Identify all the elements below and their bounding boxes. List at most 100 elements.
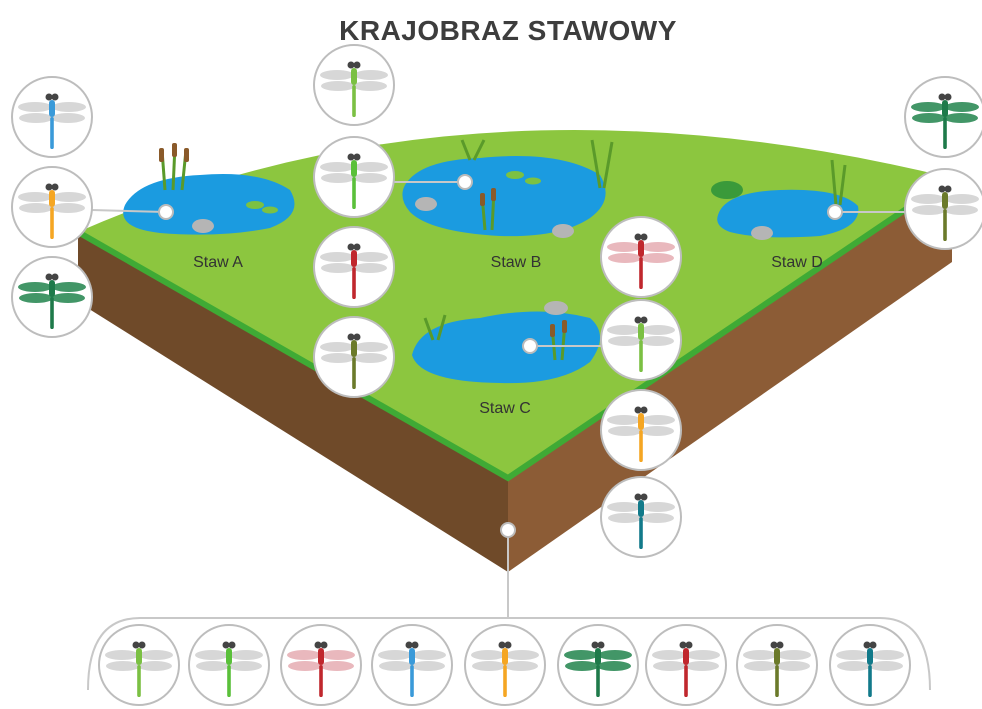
eye: [945, 94, 952, 101]
eye: [229, 642, 236, 649]
wing: [18, 282, 52, 292]
thorax: [226, 648, 232, 665]
wing: [379, 661, 413, 671]
dragonfly-badge: [737, 625, 817, 705]
abdomen: [503, 665, 507, 697]
eye: [945, 186, 952, 193]
wing: [19, 113, 53, 123]
wing: [641, 242, 675, 252]
wing: [51, 113, 85, 123]
eye: [641, 234, 648, 241]
abdomen: [410, 665, 414, 697]
abdomen: [684, 665, 688, 697]
wing: [472, 661, 506, 671]
eye: [641, 494, 648, 501]
wing: [321, 173, 355, 183]
abdomen: [639, 430, 643, 462]
wing: [195, 650, 229, 660]
wing: [641, 415, 675, 425]
wing: [652, 650, 686, 660]
wing: [607, 415, 641, 425]
pond-label: Staw A: [193, 254, 243, 271]
abdomen: [775, 665, 779, 697]
pond-label: Staw C: [479, 400, 531, 417]
eye: [641, 407, 648, 414]
abdomen: [352, 267, 356, 299]
wing: [321, 353, 355, 363]
wing: [870, 650, 904, 660]
eye: [354, 244, 361, 251]
pond-label: Staw D: [771, 254, 823, 271]
eye: [52, 274, 59, 281]
wing: [911, 194, 945, 204]
wing: [641, 325, 675, 335]
eye: [499, 642, 506, 649]
thorax: [49, 100, 55, 117]
wing: [52, 282, 86, 292]
dragonfly-badge: [646, 625, 726, 705]
dragonfly-badge: [601, 217, 681, 297]
wing: [471, 650, 505, 660]
wing: [412, 650, 446, 660]
eye: [52, 184, 59, 191]
eye: [46, 184, 53, 191]
wing: [287, 650, 321, 660]
thorax: [638, 240, 644, 257]
eye: [52, 94, 59, 101]
dragonfly-badge: [601, 477, 681, 557]
abdomen: [227, 665, 231, 697]
eye: [354, 154, 361, 161]
wing: [288, 661, 322, 671]
eye: [348, 154, 355, 161]
dragonfly-badge: [189, 625, 269, 705]
eye: [641, 317, 648, 324]
dragonfly-badge: [12, 167, 92, 247]
abdomen: [352, 85, 356, 117]
wing: [378, 650, 412, 660]
wing: [411, 661, 445, 671]
wing: [598, 650, 632, 660]
wing: [52, 102, 86, 112]
wing: [564, 650, 598, 660]
wing: [138, 661, 172, 671]
eye: [598, 642, 605, 649]
wing: [320, 70, 354, 80]
wing: [869, 661, 903, 671]
thorax: [942, 100, 948, 117]
wing: [354, 162, 388, 172]
eye: [315, 642, 322, 649]
wing: [777, 650, 811, 660]
thorax: [867, 648, 873, 665]
eye: [635, 494, 642, 501]
wing: [505, 650, 539, 660]
wing: [353, 81, 387, 91]
thorax: [595, 648, 601, 665]
wing: [776, 661, 810, 671]
wing: [504, 661, 538, 671]
wing: [354, 252, 388, 262]
eye: [223, 642, 230, 649]
wing: [229, 650, 263, 660]
wing: [52, 192, 86, 202]
dragonfly-badge: [601, 300, 681, 380]
eye: [348, 334, 355, 341]
eye: [321, 642, 328, 649]
dragonfly-badge: [905, 77, 982, 157]
wing: [353, 173, 387, 183]
eye: [412, 642, 419, 649]
wing: [228, 661, 262, 671]
abdomen: [137, 665, 141, 697]
dragonfly-badge: [99, 625, 179, 705]
wing: [685, 661, 719, 671]
wing: [686, 650, 720, 660]
wing: [608, 253, 642, 263]
thorax: [942, 192, 948, 209]
pond-label: Staw B: [491, 254, 542, 271]
wing: [51, 293, 85, 303]
wing: [597, 661, 631, 671]
wing: [19, 203, 53, 213]
wing: [139, 650, 173, 660]
dragonfly-badge: [601, 390, 681, 470]
eye: [46, 94, 53, 101]
wing: [19, 293, 53, 303]
